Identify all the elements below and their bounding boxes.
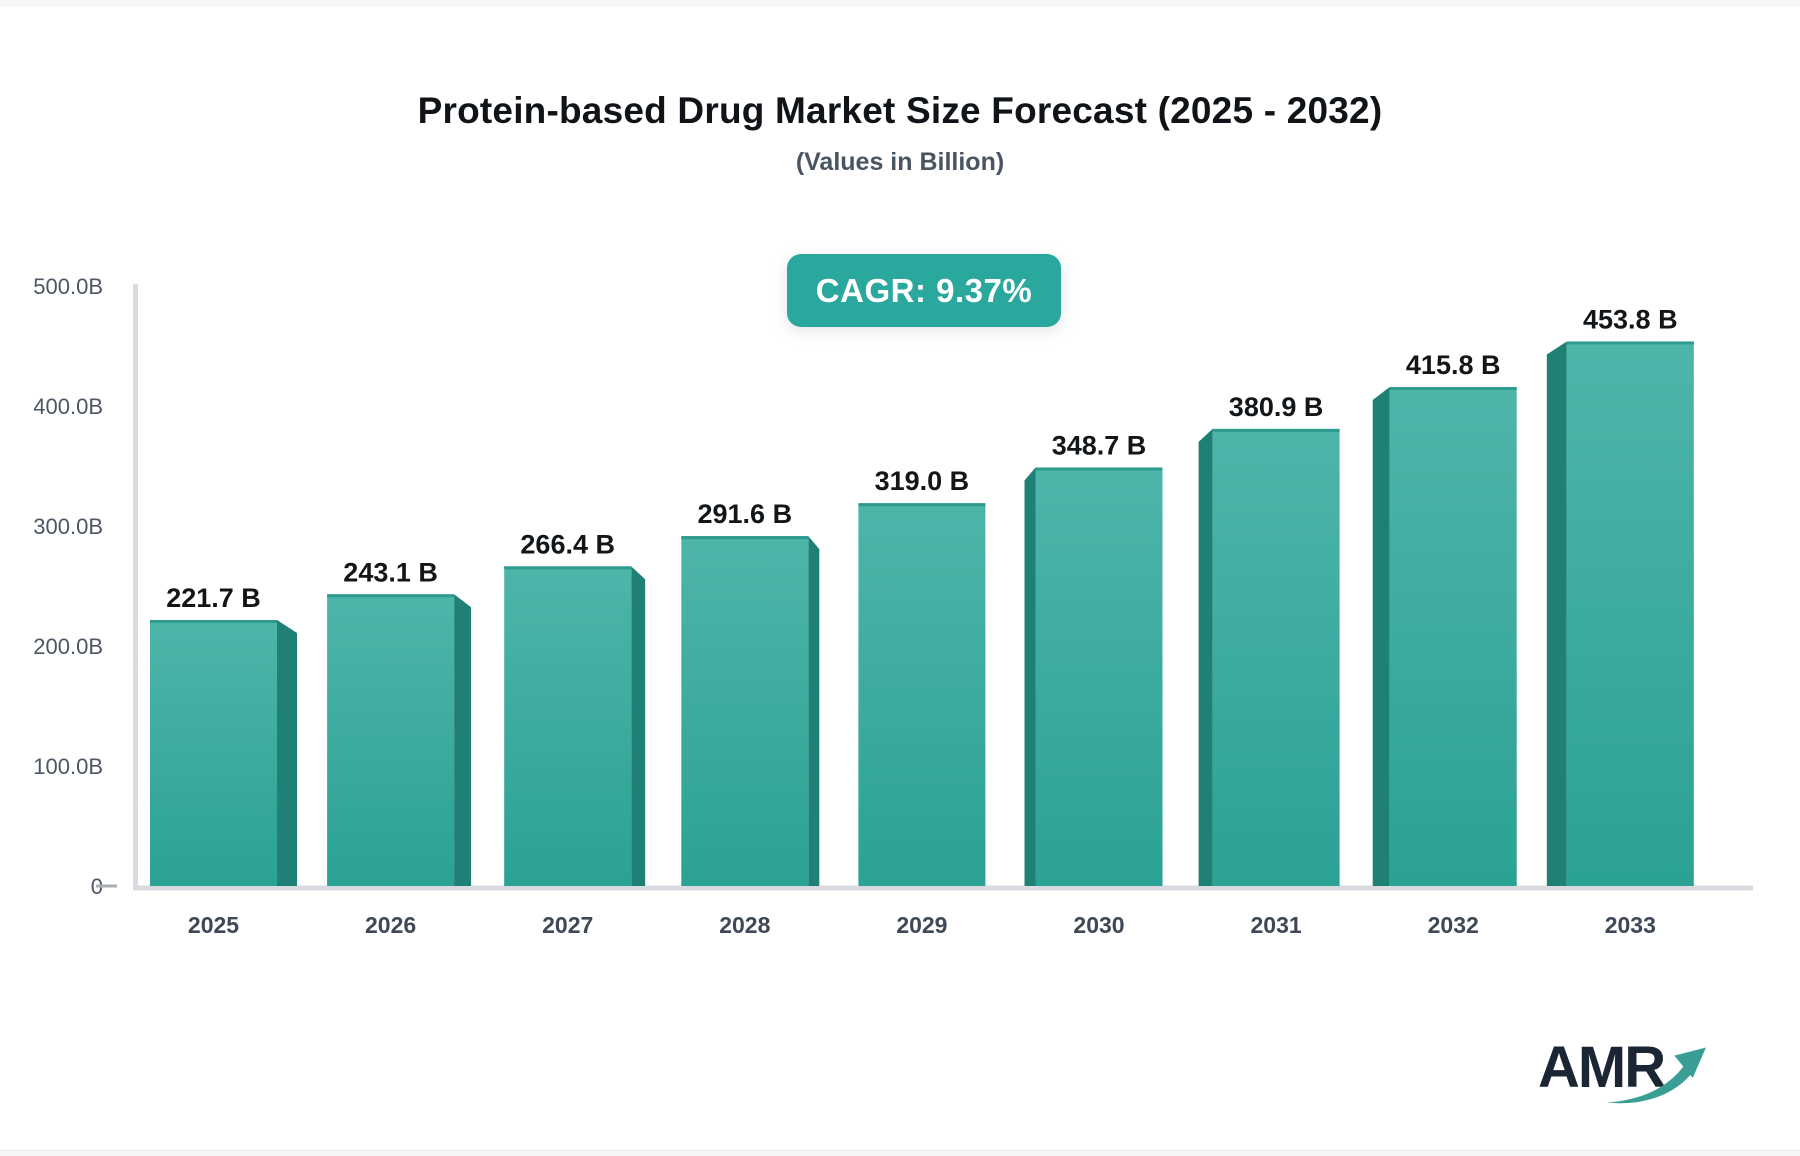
bottom-edge-strip <box>0 1150 1800 1156</box>
bar-2032: 415.8 B 2032 <box>1372 350 1517 938</box>
bar-value-label: 319.0 B <box>875 466 970 496</box>
chart-subtitle: (Values in Billion) <box>795 148 1005 176</box>
bar-value-label: 291.6 B <box>698 499 793 529</box>
bar-front-face <box>1212 428 1340 886</box>
amr-logo: AMR <box>1538 1036 1718 1120</box>
y-tick-label: 400.0B <box>33 394 103 419</box>
bar-value-label: 453.8 B <box>1583 304 1678 334</box>
bar-side-face <box>1198 428 1213 886</box>
amr-logo-text: AMR <box>1538 1035 1666 1100</box>
bar-value-label: 380.9 B <box>1229 392 1324 422</box>
cagr-badge: CAGR: 9.37% <box>787 254 1061 327</box>
top-edge-strip <box>0 0 1800 6</box>
bar-2029: 319.0 B 2029 <box>858 466 986 938</box>
y-tick-label: 200.0B <box>33 634 103 659</box>
chart-title: Protein-based Drug Market Size Forecast … <box>417 90 1383 131</box>
bar-side-face <box>1024 467 1036 886</box>
bar-front-face <box>681 536 809 886</box>
bar-side-face <box>1546 341 1567 886</box>
x-category-label: 2027 <box>542 912 593 938</box>
x-category-label: 2028 <box>719 912 770 938</box>
y-tick-label: 100.0B <box>33 754 103 779</box>
y-tick-label: 500.0B <box>33 274 103 299</box>
bar-value-label: 415.8 B <box>1406 350 1501 380</box>
bar-front-face <box>1566 341 1694 886</box>
x-category-label: 2032 <box>1428 912 1479 938</box>
bar-side-face <box>631 566 646 886</box>
bar-2025: 221.7 B 2025 <box>150 583 297 938</box>
bar-2033: 453.8 B 2033 <box>1546 304 1694 938</box>
bar-2026: 243.1 B 2026 <box>327 557 472 938</box>
bar-value-label: 243.1 B <box>343 557 438 587</box>
bar-front-face <box>327 594 455 886</box>
bar-2030: 348.7 B 2030 <box>1024 431 1163 938</box>
bar-front-face <box>150 619 277 886</box>
bar-front-face <box>858 503 986 886</box>
bar-side-face <box>277 619 297 886</box>
x-category-label: 2031 <box>1251 912 1302 938</box>
bar-side-face <box>454 594 472 886</box>
cagr-badge-label: CAGR: 9.37% <box>815 271 1033 309</box>
bar-2028: 291.6 B 2028 <box>681 499 820 938</box>
y-tick-label: 300.0B <box>33 514 103 539</box>
x-category-label: 2030 <box>1073 912 1124 938</box>
x-category-label: 2029 <box>896 912 947 938</box>
x-category-label: 2026 <box>365 912 416 938</box>
x-category-label: 2033 <box>1605 912 1656 938</box>
x-category-label: 2025 <box>188 912 239 938</box>
bar-value-label: 266.4 B <box>520 529 615 559</box>
bar-side-face <box>808 536 820 886</box>
bar-value-label: 221.7 B <box>166 583 261 613</box>
bar-value-label: 348.7 B <box>1052 431 1147 461</box>
bar-front-face <box>1035 467 1163 886</box>
bar-2031: 380.9 B 2031 <box>1198 392 1340 938</box>
bar-2027: 266.4 B 2027 <box>504 529 646 938</box>
bar-front-face <box>1389 387 1517 886</box>
growth-arrow-icon <box>1607 1047 1706 1104</box>
bar-side-face <box>1372 387 1390 886</box>
bar-front-face <box>504 566 632 886</box>
